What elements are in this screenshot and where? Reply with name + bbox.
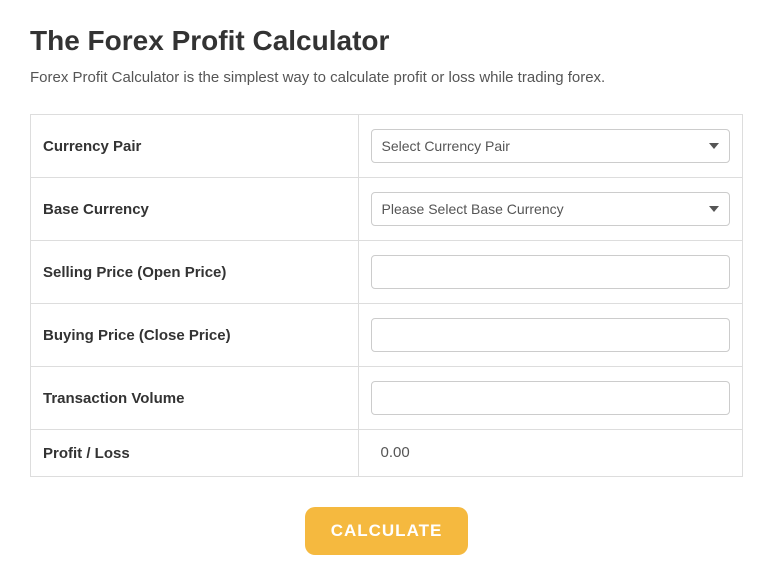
row-selling-price: Selling Price (Open Price) xyxy=(31,241,743,304)
buying-price-input[interactable] xyxy=(371,318,730,352)
base-currency-select[interactable]: Please Select Base Currency xyxy=(371,192,730,226)
page-title: The Forex Profit Calculator xyxy=(30,25,743,57)
label-profit-loss: Profit / Loss xyxy=(31,430,359,477)
cell-buying-price xyxy=(358,304,742,367)
button-row: CALCULATE xyxy=(30,507,743,555)
label-currency-pair: Currency Pair xyxy=(31,115,359,178)
label-base-currency: Base Currency xyxy=(31,178,359,241)
currency-pair-select[interactable]: Select Currency Pair xyxy=(371,129,730,163)
transaction-volume-input[interactable] xyxy=(371,381,730,415)
row-transaction-volume: Transaction Volume xyxy=(31,367,743,430)
label-transaction-volume: Transaction Volume xyxy=(31,367,359,430)
cell-transaction-volume xyxy=(358,367,742,430)
row-buying-price: Buying Price (Close Price) xyxy=(31,304,743,367)
selling-price-input[interactable] xyxy=(371,255,730,289)
label-selling-price: Selling Price (Open Price) xyxy=(31,241,359,304)
row-profit-loss: Profit / Loss 0.00 xyxy=(31,430,743,477)
profit-loss-value: 0.00 xyxy=(371,444,410,461)
cell-profit-loss: 0.00 xyxy=(358,430,742,477)
calculate-button[interactable]: CALCULATE xyxy=(305,507,469,555)
row-base-currency: Base Currency Please Select Base Currenc… xyxy=(31,178,743,241)
cell-selling-price xyxy=(358,241,742,304)
calculator-table: Currency Pair Select Currency Pair Base … xyxy=(30,114,743,477)
page-subtitle: Forex Profit Calculator is the simplest … xyxy=(30,69,743,86)
label-buying-price: Buying Price (Close Price) xyxy=(31,304,359,367)
cell-base-currency: Please Select Base Currency xyxy=(358,178,742,241)
row-currency-pair: Currency Pair Select Currency Pair xyxy=(31,115,743,178)
cell-currency-pair: Select Currency Pair xyxy=(358,115,742,178)
